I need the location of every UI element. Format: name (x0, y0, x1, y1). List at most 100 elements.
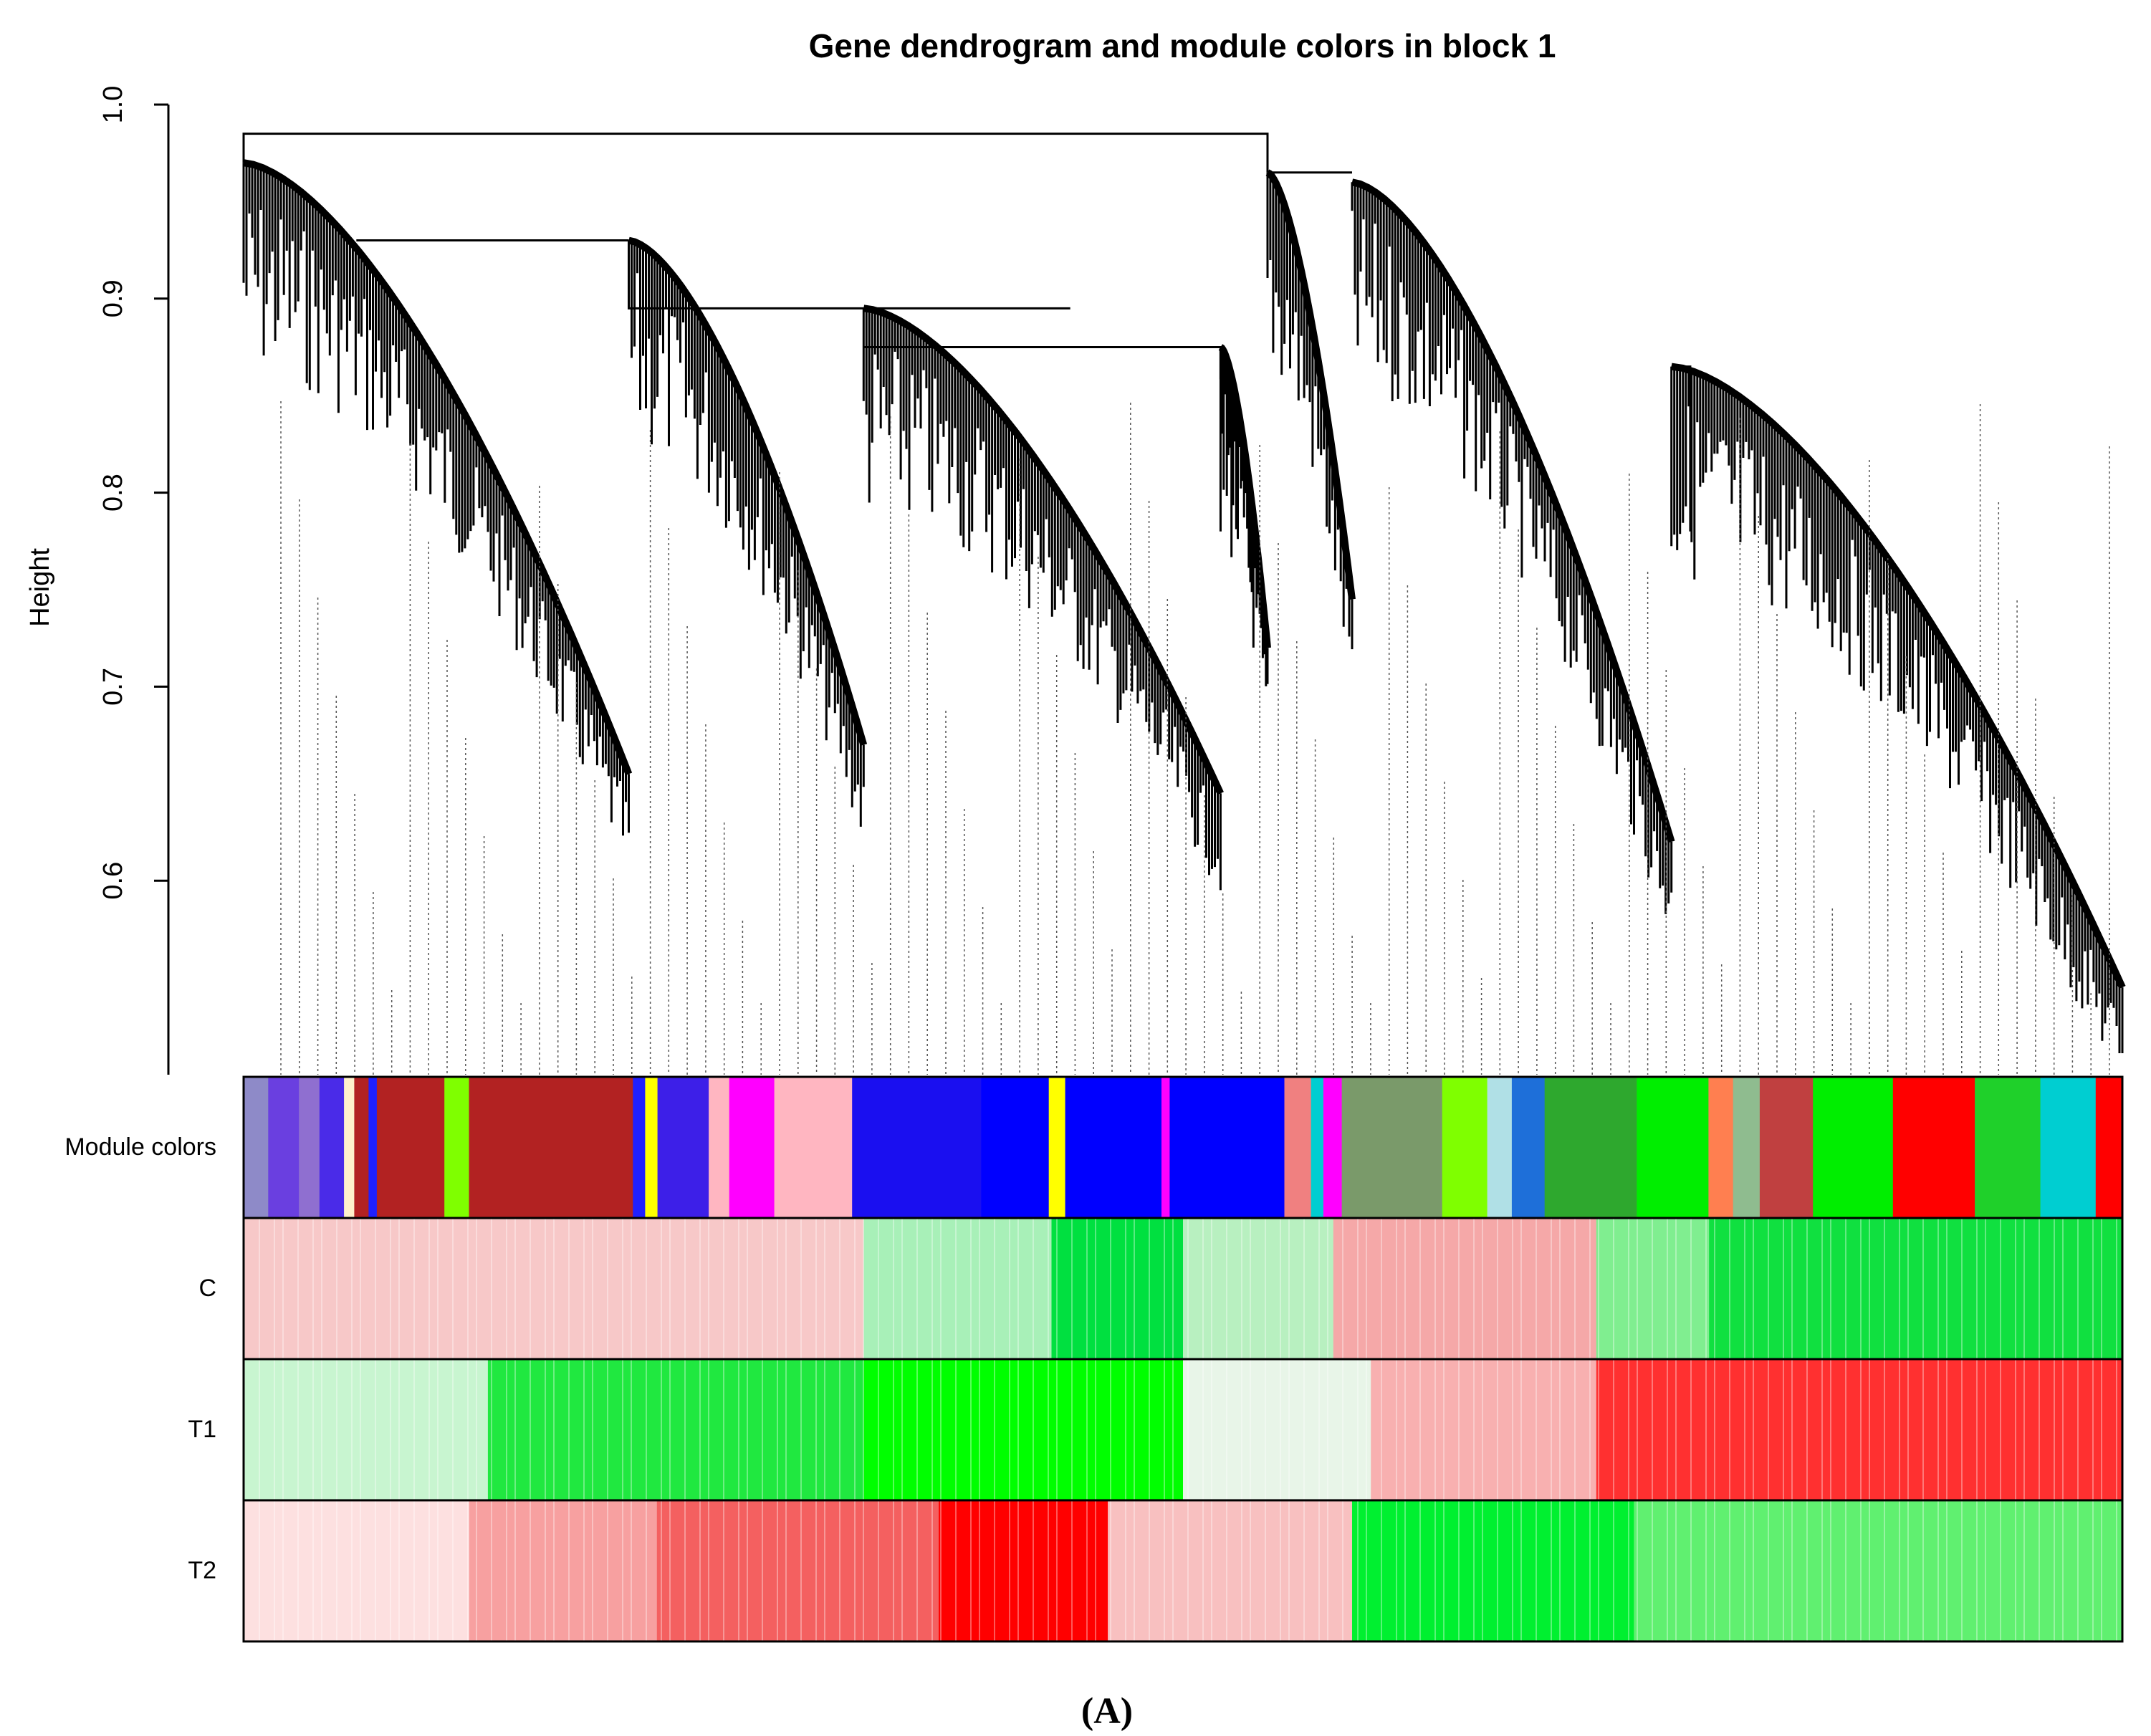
row-texture (1961, 1359, 1963, 1500)
row-segment (774, 1077, 853, 1218)
row-texture (1009, 1359, 1010, 1500)
clade-6-spine (1351, 178, 1675, 843)
row-texture (1381, 1500, 1382, 1641)
row-segment (487, 1359, 864, 1500)
row-texture (1744, 1359, 1745, 1500)
row-texture (1899, 1218, 1900, 1359)
row-texture (2015, 1359, 2016, 1500)
join-b (628, 240, 1070, 310)
row-texture (1342, 1218, 1343, 1359)
row-texture (583, 1359, 585, 1500)
row-texture (530, 1500, 531, 1641)
row-texture (854, 1359, 856, 1500)
row-texture (1976, 1359, 1978, 1500)
row-segment (729, 1077, 775, 1218)
row-texture (994, 1500, 995, 1641)
row-texture (1241, 1218, 1242, 1359)
row-texture (684, 1359, 686, 1500)
row-texture (777, 1359, 778, 1500)
row-segment (1637, 1077, 1709, 1218)
row-texture (336, 1359, 337, 1500)
row-3: T2 (188, 1499, 2124, 1643)
row-segment (469, 1077, 633, 1218)
row-texture (631, 1218, 632, 1359)
row-texture (413, 1218, 415, 1359)
row-texture (1598, 1359, 1599, 1500)
row-texture (1551, 1500, 1552, 1641)
row-texture (506, 1500, 507, 1641)
row-texture (1056, 1500, 1058, 1641)
row-texture (437, 1218, 439, 1359)
row-texture (1705, 1218, 1707, 1359)
row-texture (622, 1218, 623, 1359)
row-texture (785, 1359, 787, 1500)
row-texture (901, 1218, 903, 1359)
row-texture (940, 1218, 942, 1359)
row-texture (2015, 1218, 2016, 1359)
row-texture (684, 1218, 686, 1359)
clade-2 (628, 236, 868, 827)
row-texture (815, 1218, 817, 1359)
row-texture (1288, 1359, 1290, 1500)
row-segment (1596, 1218, 1710, 1359)
row-texture (994, 1359, 995, 1500)
row-texture (437, 1359, 439, 1500)
row-texture (390, 1500, 391, 1641)
row-texture (738, 1500, 739, 1641)
row-texture (893, 1218, 894, 1359)
row-texture (1149, 1218, 1150, 1359)
row-texture (1675, 1218, 1677, 1359)
row-texture (1056, 1359, 1058, 1500)
row-texture (1830, 1359, 1831, 1500)
row-texture (398, 1359, 400, 1500)
row-texture (1598, 1218, 1599, 1359)
row-texture (1187, 1500, 1189, 1641)
clade-2-spine (628, 236, 868, 747)
row-texture (1327, 1359, 1328, 1500)
row-texture (1071, 1359, 1073, 1500)
row-label: T2 (188, 1557, 216, 1584)
row-texture (1574, 1218, 1576, 1359)
row-texture (592, 1359, 593, 1500)
row-segment (657, 1077, 709, 1218)
row-segment (444, 1077, 470, 1218)
row-texture (2039, 1218, 2040, 1359)
row-texture (1907, 1359, 1909, 1500)
row-segment (1371, 1359, 1597, 1500)
row-segment (1048, 1077, 1066, 1218)
row-texture (1922, 1359, 1924, 1500)
clade-4 (1218, 344, 1271, 686)
row-texture (1860, 1500, 1862, 1641)
row-texture (545, 1500, 546, 1641)
row-texture (1559, 1218, 1561, 1359)
row-texture (452, 1500, 454, 1641)
row-texture (491, 1500, 492, 1641)
row-texture (476, 1359, 477, 1500)
row-texture (1690, 1500, 1692, 1641)
row-texture (1327, 1218, 1328, 1359)
row-texture (622, 1359, 623, 1500)
row-segment (244, 1359, 489, 1500)
row-texture (1241, 1359, 1242, 1500)
row-texture (723, 1359, 724, 1500)
row-segment (1975, 1077, 2041, 1218)
row-texture (491, 1218, 492, 1359)
row-texture (854, 1218, 856, 1359)
row-texture (1961, 1218, 1963, 1359)
row-texture (1443, 1218, 1445, 1359)
row-texture (1512, 1500, 1513, 1641)
row-texture (274, 1218, 275, 1359)
row-texture (467, 1359, 469, 1500)
row-texture (1033, 1359, 1034, 1500)
row-texture (452, 1359, 454, 1500)
clade-7 (1670, 363, 2126, 1053)
row-texture (1821, 1500, 1823, 1641)
row-texture (1265, 1218, 1266, 1359)
row-texture (747, 1359, 748, 1500)
row-segment (863, 1359, 1184, 1500)
row-texture (360, 1359, 361, 1500)
row-texture (1667, 1218, 1668, 1359)
row-texture (2039, 1500, 2040, 1641)
row-texture (1714, 1359, 1715, 1500)
y-ticks: 0.6 0.7 0.8 0.9 1.0 (98, 86, 168, 900)
